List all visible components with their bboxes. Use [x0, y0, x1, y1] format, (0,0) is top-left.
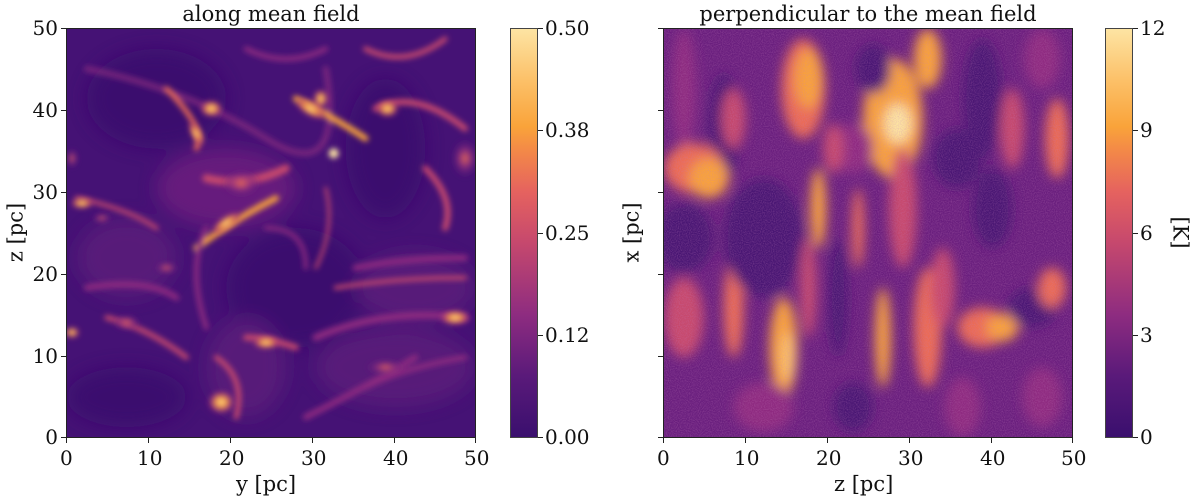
right-xtick-label: 50: [1061, 446, 1087, 470]
left-cbar-label: 0.25: [545, 221, 590, 245]
left-xtick-label: 50: [464, 446, 490, 470]
right-ytick: [658, 437, 663, 438]
left-xtick: [148, 438, 149, 443]
left-ytick-10: [61, 356, 66, 357]
left-cbar-tick: [538, 28, 543, 29]
left-xtick: [475, 438, 476, 443]
right-cbar-tick: [1133, 335, 1138, 336]
left-xtick-label: 30: [301, 446, 327, 470]
left-ytick-label: 30: [32, 180, 58, 204]
right-cbar-label: 0: [1140, 425, 1153, 449]
right-ytick: [658, 110, 663, 111]
right-xtick-label: 10: [734, 446, 760, 470]
left-heatmap-image: [67, 29, 475, 437]
right-ytick: [658, 274, 663, 275]
left-ytick-label: 40: [32, 98, 58, 122]
left-cbar-tick: [538, 437, 543, 438]
right-cbar-unit-label: [K]: [1168, 216, 1193, 249]
right-cbar-tick: [1133, 28, 1138, 29]
left-xlabel: y [pc]: [236, 472, 297, 496]
right-xtick: [909, 438, 910, 443]
right-xtick-label: 40: [980, 446, 1006, 470]
right-xtick-label: 30: [898, 446, 924, 470]
right-cbar-label: 6: [1140, 221, 1153, 245]
left-xtick: [312, 438, 313, 443]
left-colorbar: [510, 28, 538, 438]
left-xtick: [66, 438, 67, 443]
right-heatmap: [663, 28, 1073, 438]
left-xtick: [394, 438, 395, 443]
right-xtick: [991, 438, 992, 443]
left-ytick-30: [61, 192, 66, 193]
right-cbar-label: 3: [1140, 323, 1153, 347]
right-ytick: [658, 356, 663, 357]
left-xtick-label: 20: [219, 446, 245, 470]
left-ytick-label: 20: [32, 262, 58, 286]
left-xtick: [230, 438, 231, 443]
left-ylabel: z [pc]: [3, 202, 28, 263]
left-cbar-tick: [538, 233, 543, 234]
right-ytick: [658, 192, 663, 193]
left-heatmap: [66, 28, 476, 438]
left-cbar-tick: [538, 335, 543, 336]
right-ytick: [658, 28, 663, 29]
right-ylabel: x [pc]: [619, 202, 644, 263]
right-xtick: [1072, 438, 1073, 443]
left-ytick-50: [61, 28, 66, 29]
left-cbar-label: 0.38: [545, 118, 590, 142]
left-ytick-label: 50: [32, 16, 58, 40]
right-cbar-label: 12: [1140, 16, 1166, 40]
left-plot-title: along mean field: [182, 2, 360, 26]
left-ytick-40: [61, 110, 66, 111]
left-ytick-label: 10: [32, 344, 58, 368]
right-colorbar: [1105, 28, 1133, 438]
right-cbar-tick: [1133, 233, 1138, 234]
left-ytick-0: [61, 437, 66, 438]
right-cbar-label: 9: [1140, 118, 1153, 142]
right-plot-title: perpendicular to the mean field: [699, 2, 1037, 26]
left-cbar-label: 0.00: [545, 425, 590, 449]
left-cbar-label: 0.12: [545, 323, 590, 347]
left-ytick-20: [61, 274, 66, 275]
left-xtick-label: 40: [383, 446, 409, 470]
left-cbar-tick: [538, 130, 543, 131]
right-cbar-tick: [1133, 130, 1138, 131]
left-xtick-label: 0: [60, 446, 73, 470]
right-heatmap-image: [664, 29, 1072, 437]
right-xtick: [827, 438, 828, 443]
left-cbar-label: 0.50: [545, 16, 590, 40]
right-xtick: [663, 438, 664, 443]
left-ytick-label: 0: [45, 425, 58, 449]
right-xlabel: z [pc]: [834, 472, 894, 496]
right-cbar-tick: [1133, 437, 1138, 438]
right-xtick: [745, 438, 746, 443]
right-xtick-label: 20: [816, 446, 842, 470]
right-xtick-label: 0: [657, 446, 670, 470]
left-xtick-label: 10: [137, 446, 163, 470]
